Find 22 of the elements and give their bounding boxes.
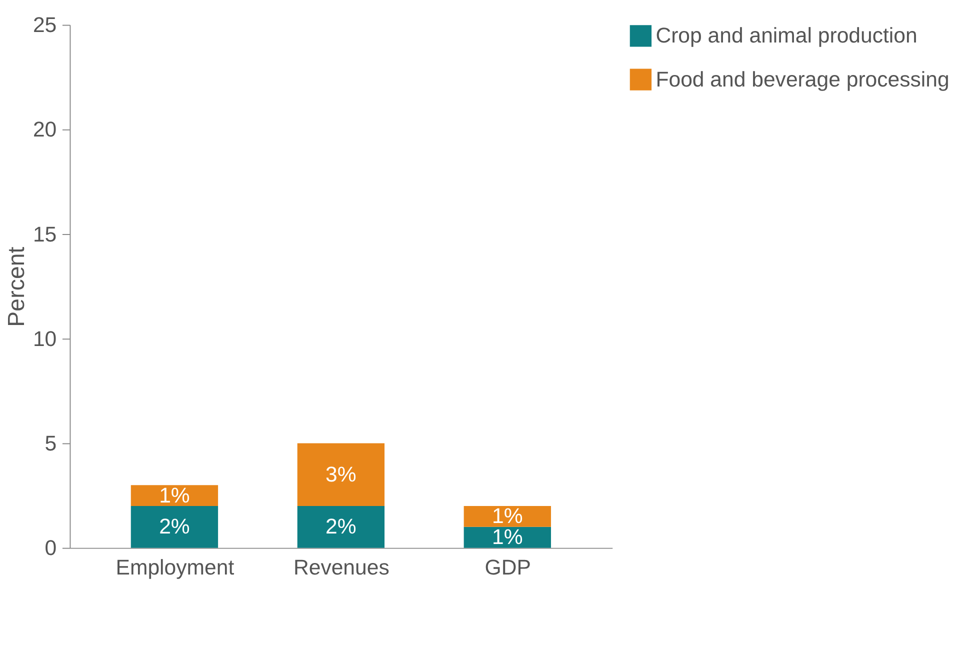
- y-tick-label: 0: [44, 536, 57, 560]
- y-tick-label: 25: [32, 13, 57, 38]
- bar: [464, 526, 551, 548]
- data-label: 3%: [326, 462, 356, 486]
- y-tick-label: 10: [32, 326, 57, 351]
- bar: [464, 506, 551, 527]
- legend-label: Crop and animal production: [656, 24, 918, 48]
- data-label: 1%: [159, 483, 190, 508]
- data-label: 2%: [159, 514, 190, 539]
- bar: [297, 506, 385, 548]
- y-tick-label: 15: [32, 222, 57, 246]
- x-tick-label: Revenues: [293, 555, 390, 580]
- legend-label: Food and beverage processing: [656, 67, 950, 92]
- bar: [130, 506, 218, 548]
- bar: [130, 485, 218, 506]
- y-axis-title: Percent: [3, 246, 30, 327]
- y-tick-label: 20: [32, 118, 57, 142]
- data-label: 2%: [326, 514, 356, 539]
- bar: [297, 443, 385, 506]
- x-tick-label: Employment: [116, 555, 234, 580]
- y-tick-label: 5: [44, 431, 57, 456]
- x-tick-label: GDP: [484, 555, 531, 580]
